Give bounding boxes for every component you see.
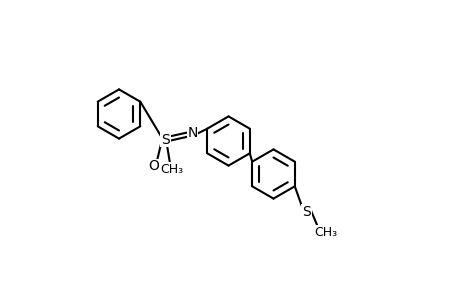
Text: S: S <box>302 205 310 218</box>
Text: CH₃: CH₃ <box>160 163 183 176</box>
Text: S: S <box>161 133 169 146</box>
Text: O: O <box>148 160 159 173</box>
Text: CH₃: CH₃ <box>314 226 337 239</box>
Text: N: N <box>187 127 197 140</box>
